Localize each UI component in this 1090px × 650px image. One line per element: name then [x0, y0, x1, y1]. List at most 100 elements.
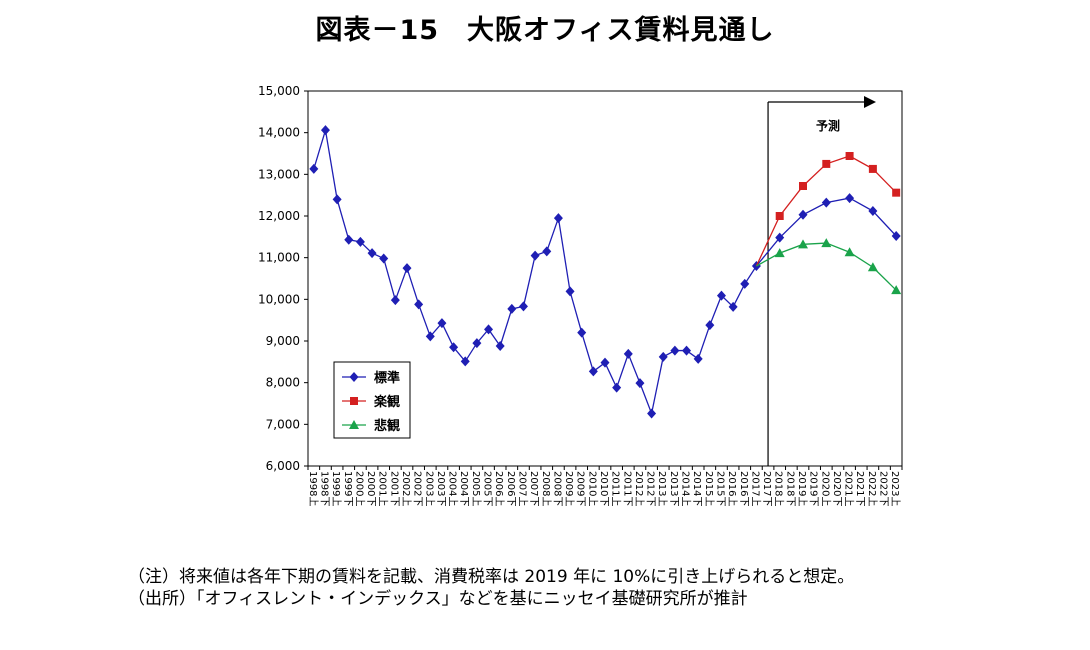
legend-label: 楽観	[373, 394, 400, 410]
y-tick-label: 13,000	[258, 167, 300, 181]
data-point	[320, 125, 330, 136]
data-point	[542, 246, 552, 257]
x-axis: 1998上 1998下 1999上 1999下 2000上 2000下 2001上 2001下…	[307, 466, 903, 506]
data-point	[845, 152, 854, 160]
data-point	[349, 420, 359, 429]
chart-title: 図表－15 大阪オフィス賃料見通し	[315, 15, 775, 46]
x-tick-label: 2022下	[878, 471, 889, 506]
legend-label: 悲観	[374, 418, 400, 434]
x-tick-label: 2022上	[866, 471, 878, 506]
data-point	[635, 378, 645, 389]
y-tick-label: 7,000	[266, 417, 300, 431]
data-point	[344, 234, 354, 245]
series-標準	[309, 125, 901, 419]
x-tick-label: 2014下	[691, 471, 702, 506]
x-tick-label: 2020上	[819, 471, 831, 506]
x-tick-label: 2001上	[377, 471, 389, 506]
data-point	[891, 231, 901, 241]
data-point	[670, 345, 680, 356]
x-tick-label: 2014上	[680, 471, 692, 506]
data-point	[775, 212, 784, 220]
x-tick-label: 2006上	[493, 471, 505, 506]
x-tick-label: 2010上	[586, 471, 598, 506]
x-tick-label: 2002下	[412, 471, 423, 506]
data-point	[355, 236, 365, 247]
x-tick-label: 2016下	[738, 471, 749, 506]
x-tick-label: 2004下	[458, 471, 469, 506]
y-tick-label: 14,000	[258, 126, 300, 140]
data-point	[647, 408, 657, 419]
x-tick-label: 2012上	[633, 471, 645, 506]
x-tick-label: 2018上	[773, 471, 785, 506]
x-tick-label: 2018下	[784, 471, 795, 506]
data-point	[425, 331, 435, 342]
data-point	[799, 182, 807, 190]
data-point	[472, 338, 482, 349]
legend-label: 標準	[374, 370, 400, 386]
data-point	[682, 345, 692, 356]
data-point	[845, 193, 855, 204]
x-tick-label: 2012下	[645, 471, 656, 506]
x-tick-label: 2019下	[808, 471, 819, 506]
x-tick-label: 2003下	[435, 471, 446, 506]
x-tick-label: 2015下	[714, 471, 725, 506]
data-point	[349, 372, 359, 382]
x-tick-label: 2008上	[540, 471, 552, 506]
series-layer	[309, 125, 902, 419]
series-楽観	[755, 152, 901, 267]
data-point	[821, 238, 832, 248]
data-point	[822, 159, 831, 168]
x-tick-label: 1999下	[342, 471, 353, 506]
x-tick-label: 2009上	[563, 471, 575, 506]
plot-border	[307, 90, 903, 467]
data-point	[332, 194, 342, 205]
data-point	[844, 247, 855, 257]
x-tick-label: 1998上	[307, 471, 319, 506]
data-point	[798, 209, 808, 220]
data-point	[577, 327, 587, 338]
data-point	[774, 248, 785, 258]
data-point	[891, 285, 902, 295]
data-point	[623, 348, 633, 359]
data-point	[740, 278, 750, 289]
data-point	[390, 295, 400, 306]
data-point	[868, 206, 878, 216]
forecast-region: 予測	[767, 96, 876, 466]
y-tick-label: 8,000	[266, 376, 300, 390]
data-point	[867, 262, 878, 272]
x-tick-label: 2002上	[400, 471, 412, 506]
data-point	[565, 286, 575, 297]
data-point	[821, 197, 831, 208]
x-tick-label: 2021下	[854, 471, 865, 506]
x-tick-label: 2000上	[353, 471, 365, 506]
x-tick-label: 2006下	[505, 471, 516, 506]
y-tick-label: 11,000	[258, 251, 300, 265]
x-tick-label: 2000下	[365, 471, 376, 506]
data-point	[892, 188, 901, 197]
data-point	[367, 248, 377, 259]
data-point	[775, 232, 785, 243]
data-point	[588, 366, 598, 377]
x-tick-label: 2007上	[516, 471, 528, 506]
data-point	[379, 253, 389, 264]
x-tick-label: 2010下	[598, 471, 609, 506]
data-point	[716, 290, 726, 301]
data-point	[460, 356, 470, 367]
data-point	[600, 357, 610, 368]
x-tick-label: 1998下	[318, 471, 329, 506]
data-point	[693, 353, 703, 364]
x-tick-label: 2005下	[482, 471, 493, 506]
data-point	[518, 301, 528, 312]
plot-area	[307, 90, 903, 467]
y-tick-label: 12,000	[258, 209, 300, 223]
x-tick-label: 2019上	[796, 471, 808, 506]
data-point	[402, 263, 412, 274]
y-tick-label: 6,000	[266, 459, 300, 473]
y-tick-label: 9,000	[266, 334, 300, 348]
x-tick-label: 2003上	[423, 471, 435, 506]
data-point	[449, 342, 459, 353]
x-tick-label: 2004上	[447, 471, 459, 506]
x-tick-label: 1999上	[330, 471, 342, 506]
x-tick-label: 2008下	[551, 471, 562, 506]
